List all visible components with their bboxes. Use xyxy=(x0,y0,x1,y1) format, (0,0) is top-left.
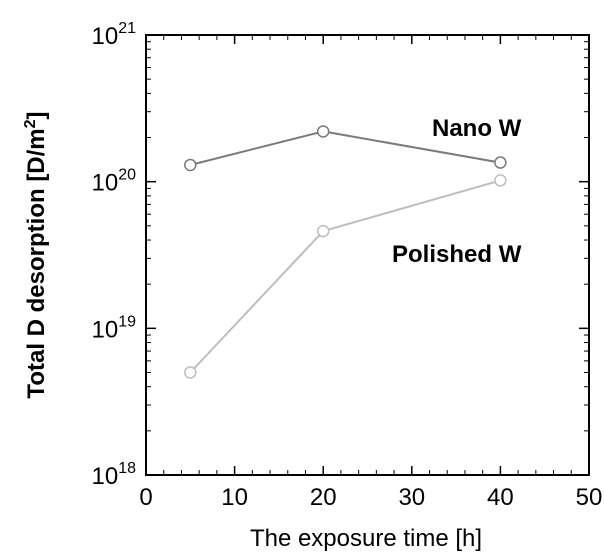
series-point-1 xyxy=(316,224,330,238)
x-tick-labels: 0 10 20 30 40 50 xyxy=(139,484,602,511)
series-point-0 xyxy=(316,125,330,138)
x-tick-label: 10 xyxy=(221,484,248,511)
y-tick-labels: 1018 1019 1020 1021 xyxy=(92,20,137,490)
series-line-1 xyxy=(189,179,501,374)
x-tick-label: 40 xyxy=(487,484,514,511)
y-axis-title-tail: ] xyxy=(23,111,50,119)
series-point-0 xyxy=(494,156,507,169)
series-point-1 xyxy=(494,174,507,187)
y-tick-label: 1021 xyxy=(92,20,137,50)
series-layer xyxy=(184,125,507,379)
x-tick-label: 0 xyxy=(139,484,152,511)
y-tick-label: 1019 xyxy=(92,313,137,343)
x-tick-label: 50 xyxy=(576,484,603,511)
y-tick-label: 1020 xyxy=(92,167,137,197)
series-point-0 xyxy=(184,158,197,172)
y-axis-title-sup: 2 xyxy=(22,119,39,128)
y-axis-title-main: Total D desorption [D/m xyxy=(23,128,50,398)
series-point-1 xyxy=(184,366,197,379)
y-tick-label: 1018 xyxy=(92,460,137,490)
axis-ticks xyxy=(145,34,590,476)
x-tick-label: 20 xyxy=(310,484,337,511)
y-axis-title: Total D desorption [D/m2] xyxy=(22,111,50,398)
plot-frame xyxy=(145,34,590,476)
x-axis-title: The exposure time [h] xyxy=(250,525,482,552)
x-tick-label: 30 xyxy=(398,484,425,511)
annotation-polished-w: Polished W xyxy=(392,241,522,268)
annotation-nano-w: Nano W xyxy=(432,115,522,142)
